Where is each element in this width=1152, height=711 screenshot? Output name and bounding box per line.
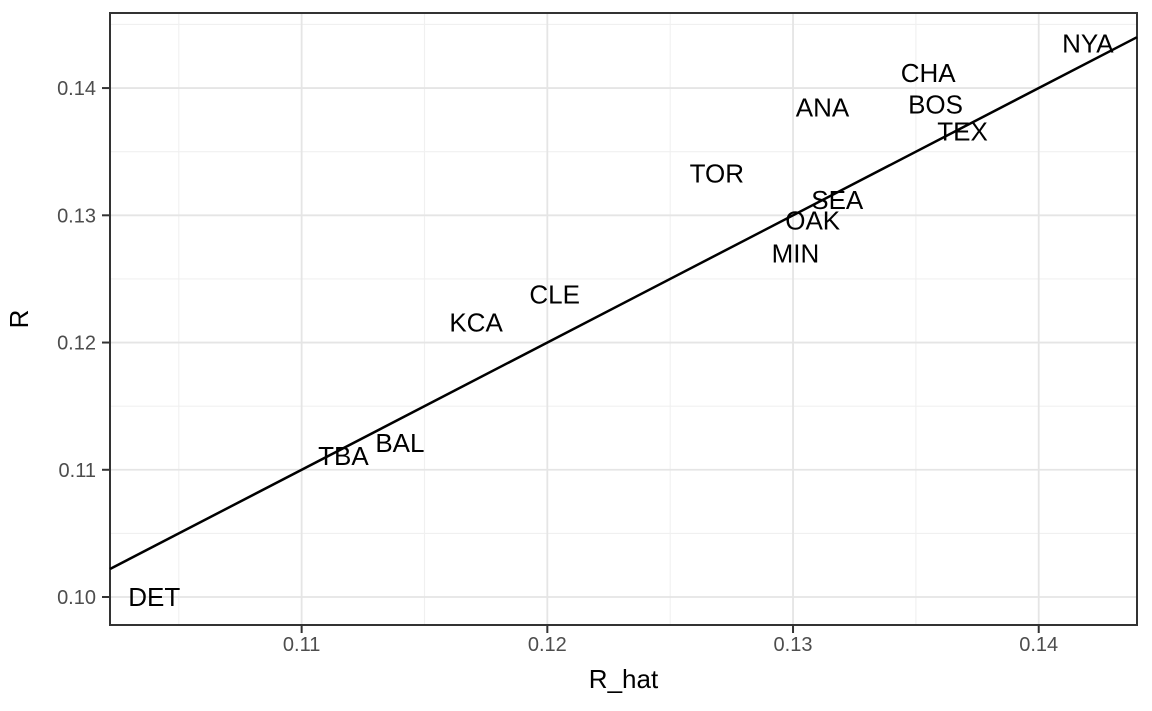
y-tick-label: 0.13 <box>57 205 96 227</box>
y-axis-tick-labels: 0.10 0.11 0.12 0.13 0.14 <box>57 78 96 609</box>
minor-gridlines <box>110 13 1137 625</box>
point-label-bal: BAL <box>375 428 424 458</box>
y-tick-label: 0.11 <box>59 460 96 482</box>
point-label-min: MIN <box>772 239 820 269</box>
point-label-tor: TOR <box>690 158 744 188</box>
y-tick-label: 0.14 <box>57 78 96 100</box>
point-label-cle: CLE <box>529 279 580 309</box>
axis-tick-marks <box>102 87 1040 633</box>
point-label-kca: KCA <box>449 307 503 337</box>
point-label-bos: BOS <box>908 90 963 120</box>
y-tick-label: 0.12 <box>57 333 96 355</box>
point-label-cha: CHA <box>901 58 957 88</box>
y-tick-label: 0.10 <box>57 587 96 609</box>
point-label-oak: OAK <box>785 205 841 235</box>
point-label-tba: TBA <box>318 441 369 471</box>
panel-border <box>109 12 1138 626</box>
x-tick-label: 0.12 <box>528 634 567 656</box>
x-tick-label: 0.13 <box>774 634 813 656</box>
major-gridlines <box>110 13 1137 625</box>
x-tick-label: 0.14 <box>1019 634 1058 656</box>
x-tick-label: 0.11 <box>283 634 320 656</box>
x-axis-title: R_hat <box>589 664 659 694</box>
point-label-nya: NYA <box>1062 29 1114 59</box>
y-axis-title: R <box>4 310 34 329</box>
point-label-det: DET <box>128 582 180 612</box>
identity-line <box>109 36 1138 571</box>
point-label-ana: ANA <box>796 92 850 122</box>
point-label-tex: TEX <box>937 116 988 146</box>
point-label-sea: SEA <box>811 185 864 215</box>
x-axis-tick-labels: 0.11 0.12 0.13 0.14 <box>283 634 1058 656</box>
